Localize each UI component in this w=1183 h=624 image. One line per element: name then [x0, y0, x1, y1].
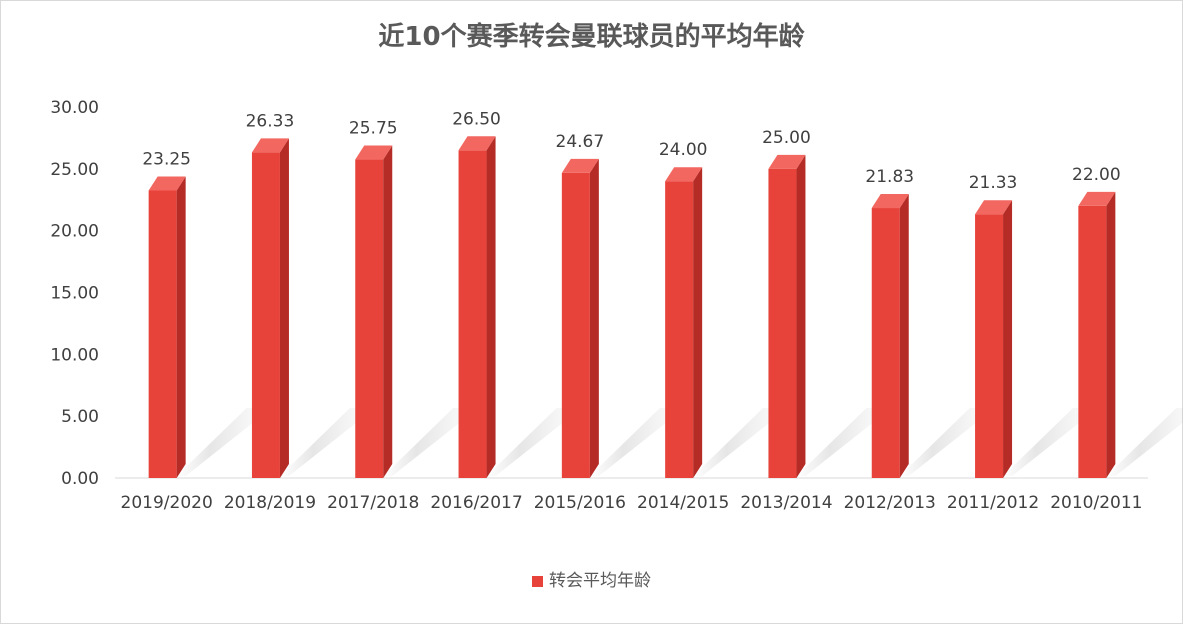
y-tick-label: 30.00 [50, 98, 99, 118]
x-tick-label: 2016/2017 [430, 493, 522, 513]
bar-shadow [383, 408, 479, 476]
bar-side [383, 145, 393, 478]
bar-top [768, 154, 806, 169]
bar-top [871, 194, 909, 209]
bar [975, 214, 1004, 478]
bar-shadow [279, 408, 375, 476]
x-tick-label: 2011/2012 [947, 493, 1039, 513]
bar-top [975, 200, 1013, 215]
x-tick-label: 2015/2016 [534, 493, 626, 513]
bar-top [1078, 191, 1116, 206]
y-tick-label: 10.00 [50, 345, 99, 365]
data-label: 24.00 [659, 140, 708, 160]
x-tick-label: 2018/2019 [224, 493, 316, 513]
bar-side [279, 138, 289, 478]
bar [561, 172, 590, 478]
bar-top [251, 138, 289, 153]
bar-top [148, 176, 186, 191]
bar [665, 181, 694, 478]
bar-side [486, 136, 496, 479]
bar-shadow [899, 408, 995, 476]
bar-top [561, 158, 599, 173]
y-tick-label: 25.00 [50, 160, 99, 180]
bar [1078, 205, 1107, 478]
x-tick-label: 2012/2013 [844, 493, 936, 513]
bar-side [796, 154, 806, 479]
bar-shadow [176, 408, 272, 476]
data-label: 22.00 [1072, 165, 1121, 185]
bar-side [1106, 191, 1116, 478]
y-tick-label: 20.00 [50, 222, 99, 242]
chart-title: 近10个赛季转会曼联球员的平均年龄 [378, 22, 805, 52]
bar-side [899, 194, 909, 479]
bar-top [355, 145, 393, 160]
data-label: 21.33 [969, 173, 1018, 193]
bar-side [1003, 200, 1013, 478]
legend-label: 转会平均年龄 [549, 571, 651, 591]
bar-top [665, 167, 703, 182]
bar-shadow [1003, 408, 1099, 476]
y-tick-label: 0.00 [61, 469, 99, 489]
bar-side [693, 167, 703, 478]
legend: 转会平均年龄 [0, 566, 1183, 591]
bar [458, 150, 487, 479]
bar-shadow [486, 408, 582, 476]
y-tick-label: 15.00 [50, 284, 99, 304]
bar [251, 152, 280, 478]
bar-shadow [796, 408, 892, 476]
bar-shadow [1106, 408, 1183, 476]
data-label: 24.67 [556, 132, 605, 152]
data-label: 23.25 [142, 149, 191, 169]
bar-shadow [589, 408, 685, 476]
data-label: 25.00 [762, 128, 811, 148]
x-tick-label: 2019/2020 [121, 493, 213, 513]
data-label: 26.50 [452, 109, 501, 129]
data-label: 26.33 [246, 111, 295, 131]
bar-top [458, 136, 496, 151]
x-tick-label: 2014/2015 [637, 493, 729, 513]
x-tick-label: 2010/2011 [1050, 493, 1142, 513]
bar [768, 168, 797, 479]
bar-shadow [693, 408, 789, 476]
legend-swatch [532, 576, 543, 587]
x-tick-label: 2013/2014 [740, 493, 832, 513]
bar [148, 190, 177, 478]
data-label: 25.75 [349, 119, 398, 139]
x-tick-label: 2017/2018 [327, 493, 419, 513]
bar [871, 208, 900, 479]
bar [355, 159, 384, 478]
bar-side [176, 176, 186, 478]
y-tick-label: 5.00 [61, 407, 99, 427]
bar-side [589, 158, 599, 478]
data-label: 21.83 [865, 167, 914, 187]
